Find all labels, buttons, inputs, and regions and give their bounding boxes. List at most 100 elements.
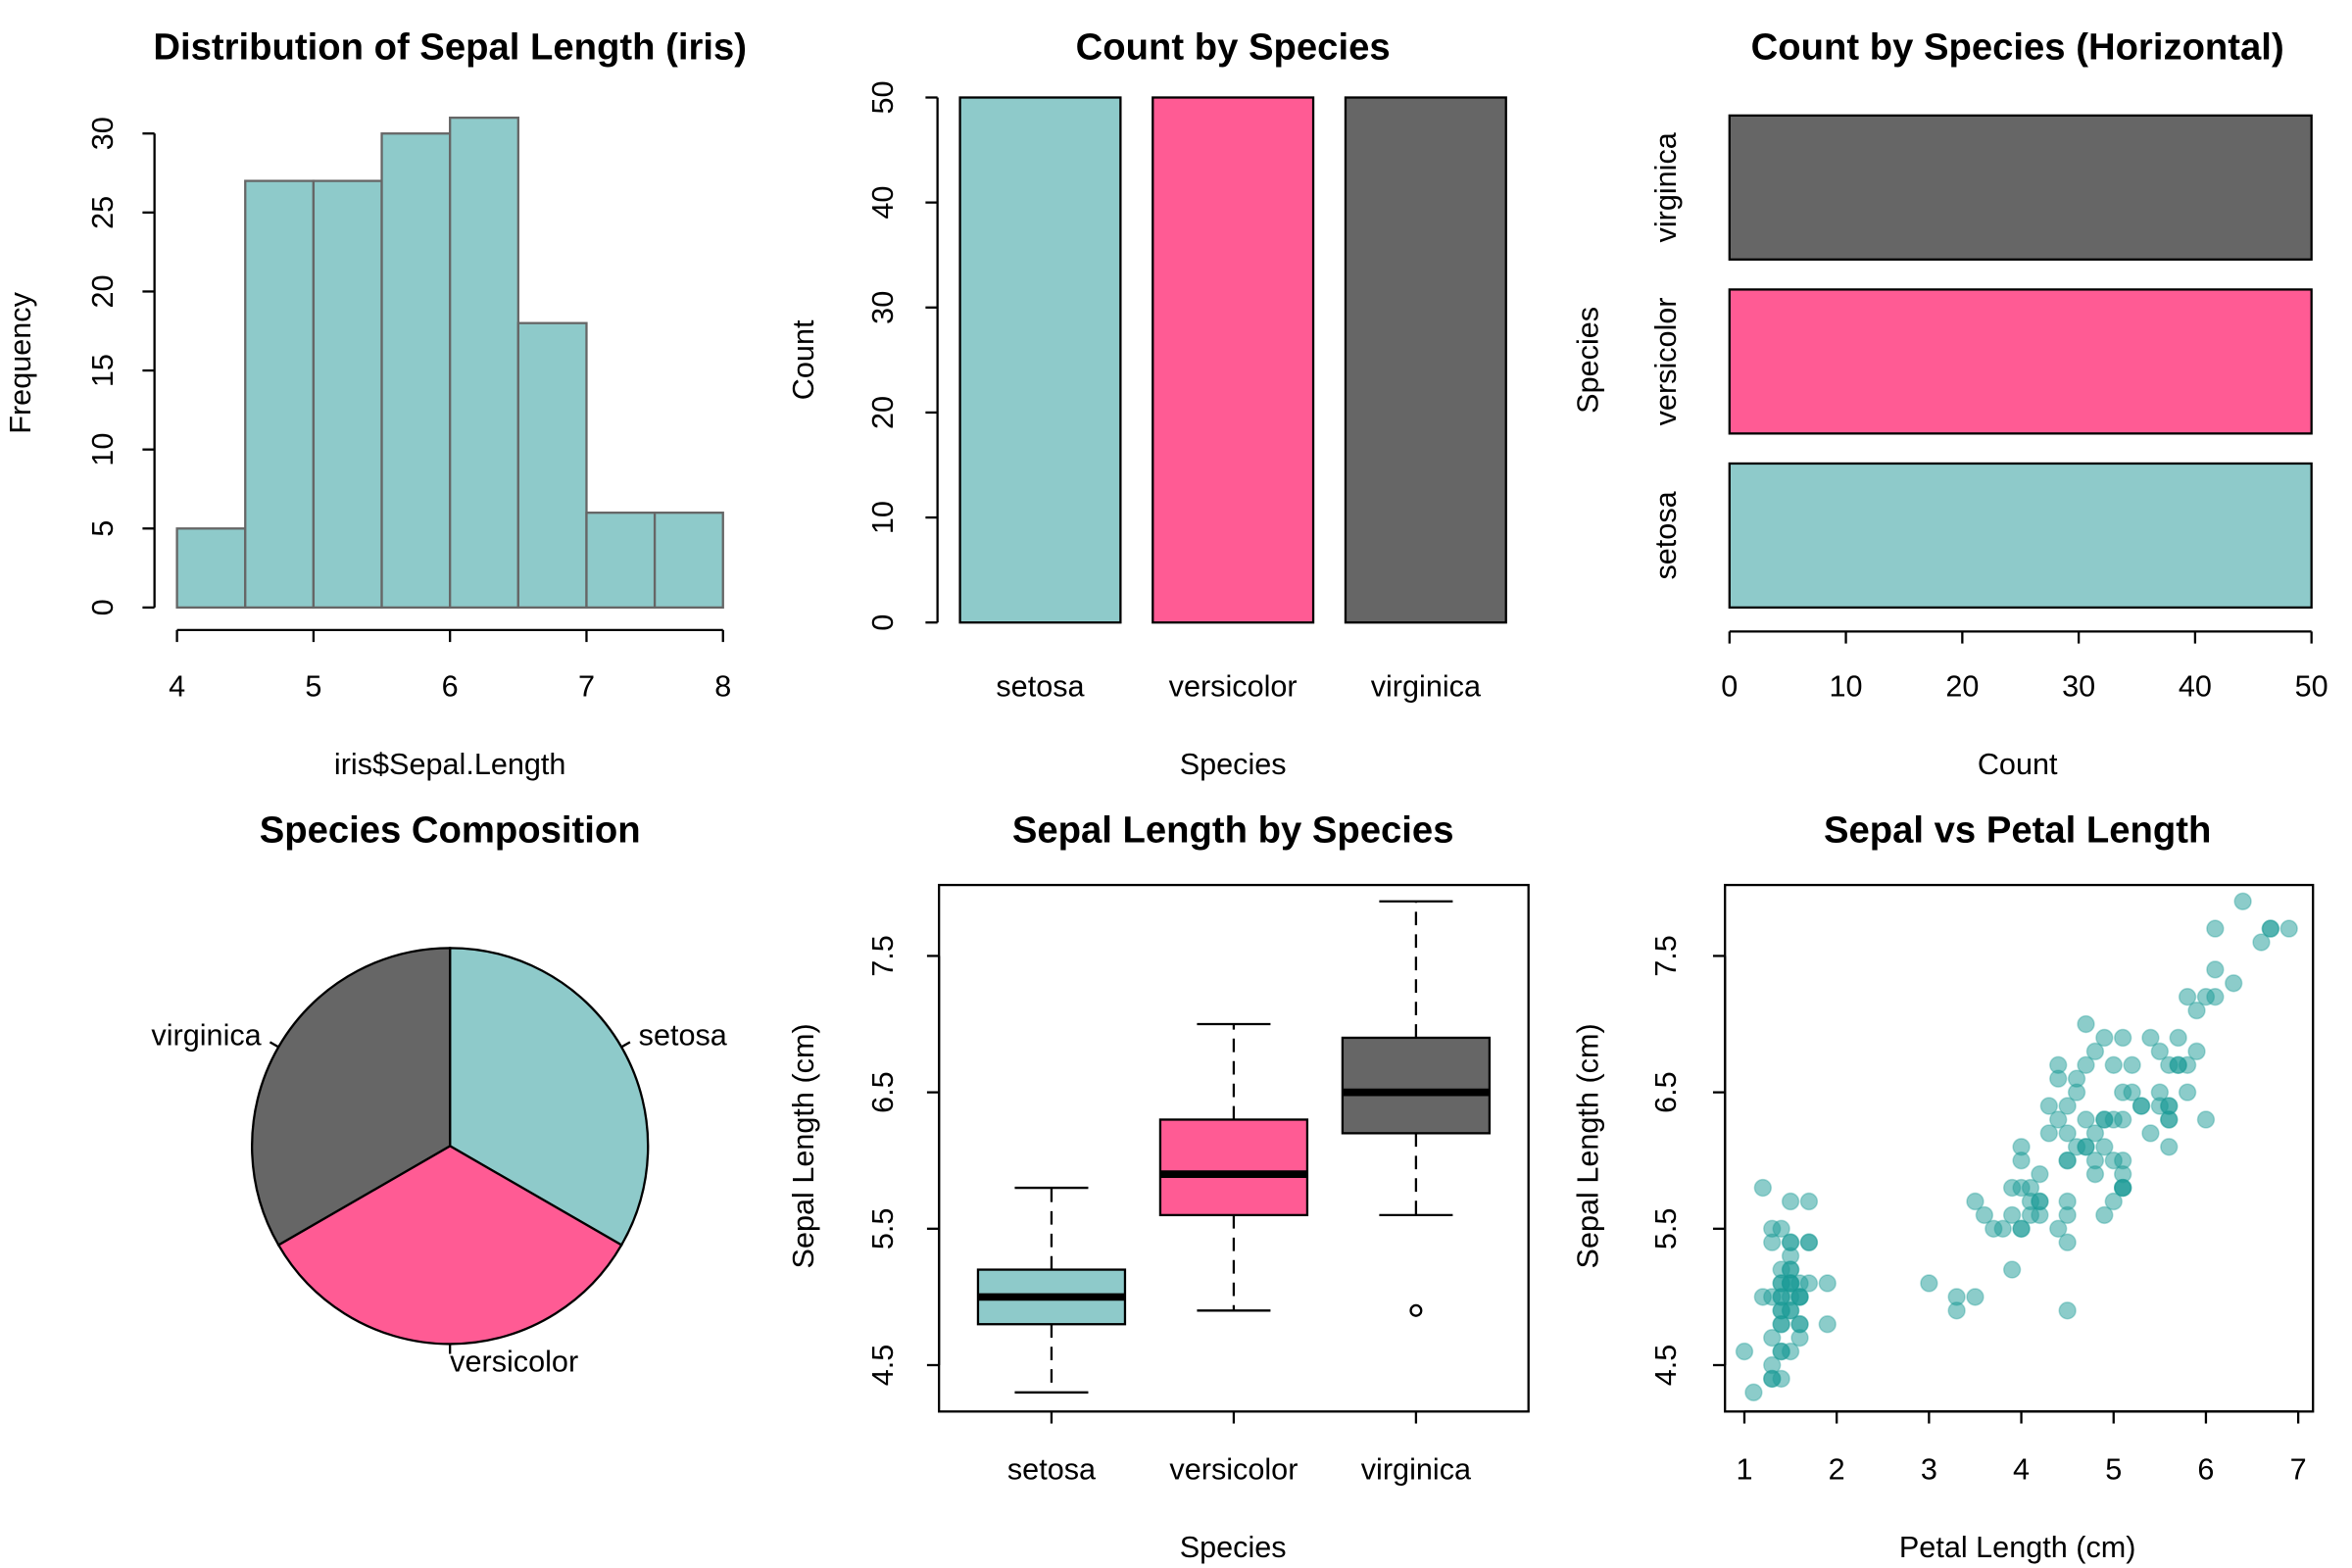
point xyxy=(2196,988,2216,1006)
hist-bar xyxy=(175,527,247,610)
y-axis-label: Species xyxy=(1572,307,1605,414)
x-tick-label: 5 xyxy=(2105,1453,2122,1487)
x-tick-label: setosa xyxy=(996,670,1085,704)
point xyxy=(2141,1124,2160,1143)
x-tick-label: versicolor xyxy=(1169,670,1298,704)
bar xyxy=(1728,114,2313,261)
point xyxy=(2002,1260,2022,1279)
point xyxy=(2206,919,2225,938)
point xyxy=(2039,1124,2058,1143)
point xyxy=(2095,1028,2114,1048)
point xyxy=(2085,1042,2105,1061)
y-tick-label: 4.5 xyxy=(1649,1345,1683,1387)
point xyxy=(2160,1110,2179,1129)
y-tick-label: 7.5 xyxy=(1649,935,1683,977)
point xyxy=(1790,1315,1809,1334)
point xyxy=(2058,1301,2077,1320)
x-tick-label: 50 xyxy=(2295,670,2328,704)
bar xyxy=(1728,288,2313,435)
y-tick-label: 0 xyxy=(866,614,900,631)
point xyxy=(2150,1042,2170,1061)
bar xyxy=(958,96,1122,624)
point xyxy=(2113,1028,2132,1048)
point xyxy=(2021,1192,2040,1211)
y-tick-label: 50 xyxy=(866,80,900,114)
y-tick-label: 5.5 xyxy=(866,1208,900,1250)
x-tick-label: 7 xyxy=(578,670,595,704)
point xyxy=(2002,1205,2022,1225)
point xyxy=(2058,1152,2077,1170)
point xyxy=(2095,1138,2114,1156)
point xyxy=(2085,1152,2105,1170)
point xyxy=(2067,1069,2086,1088)
point xyxy=(1975,1205,1994,1225)
point xyxy=(1763,1328,1782,1348)
point xyxy=(2104,1055,2123,1074)
y-tick-label: 0 xyxy=(86,599,120,615)
pie-slice xyxy=(449,947,650,1247)
point xyxy=(2141,1028,2160,1048)
x-tick-label: 6 xyxy=(442,670,459,704)
point xyxy=(2058,1205,2077,1225)
point xyxy=(2279,919,2298,938)
point xyxy=(1920,1274,1938,1293)
point xyxy=(1781,1247,1800,1265)
y-tick-label: 6.5 xyxy=(866,1071,900,1113)
x-tick-label: 40 xyxy=(2179,670,2212,704)
point xyxy=(1753,1178,1773,1198)
y-tick-label: 6.5 xyxy=(1649,1071,1683,1113)
x-tick-label: 5 xyxy=(305,670,321,704)
chart-title: Count by Species (Horizontal) xyxy=(1751,26,2284,69)
x-tick-label: 2 xyxy=(1829,1453,1845,1487)
y-tick-label: 5 xyxy=(86,520,120,537)
y-tick-label: 15 xyxy=(86,354,120,387)
y-tick-label: 30 xyxy=(86,117,120,150)
point xyxy=(2012,1219,2031,1238)
x-tick-label: versicolor xyxy=(1169,1453,1298,1487)
pie-slice xyxy=(250,947,452,1247)
chart-title: Sepal Length by Species xyxy=(1012,809,1454,852)
point xyxy=(1984,1219,2003,1238)
point xyxy=(1763,1219,1782,1238)
point xyxy=(2132,1097,2151,1115)
hist-bar xyxy=(449,116,519,610)
x-tick-label: virginica xyxy=(1361,1453,1472,1487)
x-tick-label: 6 xyxy=(2197,1453,2214,1487)
y-tick-label: 4.5 xyxy=(866,1345,900,1387)
point xyxy=(2196,1110,2216,1129)
point xyxy=(1799,1192,1819,1211)
pie-label-tick xyxy=(620,1041,631,1049)
y-tick-label: virginica xyxy=(1649,131,1683,242)
x-tick-label: 10 xyxy=(1830,670,1863,704)
x-tick-label: 4 xyxy=(2013,1453,2030,1487)
bar xyxy=(1152,96,1315,624)
x-axis-label: iris$Sepal.Length xyxy=(334,748,566,781)
point xyxy=(2085,1124,2105,1143)
x-tick-label: 8 xyxy=(714,670,731,704)
x-tick-label: setosa xyxy=(1007,1453,1097,1487)
y-tick-label: setosa xyxy=(1649,490,1683,579)
point xyxy=(2012,1138,2031,1156)
chart-title: Distribution of Sepal Length (iris) xyxy=(153,26,747,69)
point xyxy=(2077,1055,2095,1074)
point xyxy=(1772,1342,1790,1361)
point xyxy=(2095,1205,2114,1225)
x-axis-label: Count xyxy=(1978,748,2058,781)
point xyxy=(2049,1110,2068,1129)
box xyxy=(1158,1118,1309,1217)
x-axis-label: Petal Length (cm) xyxy=(1899,1531,2136,1564)
y-tick-label: 20 xyxy=(866,396,900,429)
x-axis-label: Species xyxy=(1180,1531,1287,1564)
point xyxy=(2178,988,2197,1006)
point xyxy=(2058,1233,2077,1251)
point xyxy=(2104,1152,2123,1170)
point xyxy=(2187,1042,2206,1061)
point xyxy=(2104,1192,2123,1211)
y-tick-label: 5.5 xyxy=(1649,1208,1683,1250)
y-tick-label: 10 xyxy=(86,433,120,466)
y-tick-label: 7.5 xyxy=(866,935,900,977)
x-tick-label: 3 xyxy=(1921,1453,1937,1487)
y-tick-label: 30 xyxy=(866,291,900,324)
x-tick-label: 30 xyxy=(2062,670,2095,704)
point xyxy=(2187,1001,2206,1020)
